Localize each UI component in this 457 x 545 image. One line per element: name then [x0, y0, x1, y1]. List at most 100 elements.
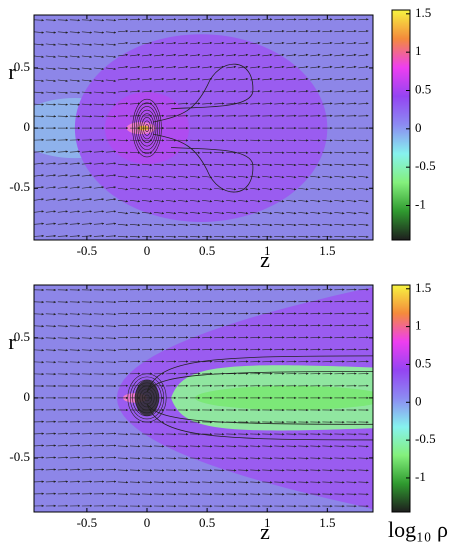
- velocity-arrow: [57, 150, 69, 153]
- velocity-arrow: [45, 55, 56, 59]
- velocity-arrow: [334, 187, 345, 191]
- velocity-arrow: [214, 175, 225, 179]
- velocity-arrow: [129, 77, 141, 81]
- colorbar-tick-label: 0: [415, 393, 422, 408]
- y-axis-label: r: [8, 329, 16, 354]
- velocity-arrow: [69, 186, 81, 189]
- velocity-arrow: [178, 199, 189, 203]
- velocity-arrow: [57, 234, 69, 238]
- velocity-arrow: [45, 222, 57, 225]
- velocity-arrow: [45, 210, 57, 213]
- velocity-arrow: [129, 90, 141, 93]
- velocity-arrow: [34, 162, 45, 165]
- velocity-arrow: [166, 29, 177, 33]
- velocity-arrow: [117, 211, 129, 215]
- velocity-arrow: [274, 41, 285, 45]
- velocity-arrow: [190, 65, 201, 69]
- contour: [146, 403, 373, 425]
- velocity-arrow: [226, 90, 237, 93]
- velocity-arrow: [310, 18, 321, 21]
- velocity-arrow: [153, 77, 165, 81]
- velocity-arrow: [226, 151, 237, 154]
- velocity-arrow: [178, 223, 189, 227]
- velocity-arrow: [226, 77, 237, 81]
- velocity-arrow: [166, 199, 177, 203]
- velocity-arrow: [34, 43, 44, 46]
- velocity-arrow: [310, 211, 321, 215]
- velocity-arrow: [262, 223, 273, 227]
- velocity-arrow: [34, 150, 45, 153]
- velocity-arrow: [178, 163, 189, 167]
- velocity-arrow: [141, 29, 153, 33]
- velocity-arrow: [81, 67, 93, 71]
- velocity-arrow: [117, 77, 129, 81]
- velocity-arrow: [166, 65, 177, 69]
- velocity-arrow: [153, 175, 165, 179]
- velocity-arrow: [153, 223, 165, 227]
- velocity-arrow: [358, 163, 369, 167]
- velocity-arrow: [166, 102, 177, 105]
- velocity-arrow: [358, 223, 369, 227]
- velocity-arrow: [358, 235, 369, 239]
- velocity-arrow: [358, 211, 369, 215]
- velocity-arrow: [346, 223, 357, 227]
- y-tick-label: 0.5: [14, 59, 30, 74]
- velocity-arrow: [334, 199, 345, 203]
- velocity-arrow: [117, 151, 129, 154]
- velocity-arrow: [34, 91, 45, 94]
- x-tick-label: 1.5: [319, 515, 335, 530]
- velocity-arrow: [334, 41, 345, 45]
- velocity-arrow: [105, 222, 117, 225]
- velocity-arrow: [310, 53, 321, 57]
- colorbar-tick-label: 1.5: [415, 280, 431, 295]
- velocity-arrow: [346, 65, 357, 69]
- velocity-arrow: [81, 31, 93, 34]
- velocity-arrow: [34, 19, 45, 22]
- colorbar-tick-label: -1: [415, 196, 426, 211]
- velocity-arrow: [226, 211, 237, 215]
- velocity-arrow: [141, 41, 153, 45]
- dense-region: [74, 34, 328, 222]
- velocity-arrow: [202, 77, 213, 81]
- velocity-arrow: [178, 53, 189, 57]
- velocity-arrow: [45, 150, 57, 153]
- velocity-arrow: [34, 31, 45, 34]
- velocity-arrow: [202, 90, 213, 93]
- velocity-arrow: [322, 29, 333, 33]
- velocity-arrow: [250, 41, 261, 45]
- velocity-arrow: [322, 211, 333, 215]
- velocity-arrow: [34, 103, 45, 106]
- velocity-arrow: [262, 102, 273, 105]
- velocity-arrow: [250, 235, 261, 239]
- velocity-arrow: [298, 65, 309, 69]
- velocity-arrow: [238, 151, 249, 154]
- velocity-arrow: [105, 186, 117, 189]
- velocity-arrow: [322, 187, 333, 191]
- velocity-arrow: [214, 223, 225, 227]
- velocity-arrow: [93, 91, 105, 94]
- velocity-arrow: [69, 19, 81, 22]
- velocity-arrow: [298, 41, 309, 45]
- velocity-arrow: [57, 79, 69, 83]
- velocity-arrow: [34, 198, 44, 201]
- velocity-arrow: [190, 53, 201, 57]
- velocity-arrow: [166, 41, 177, 45]
- velocity-arrow: [129, 18, 141, 21]
- velocity-arrow: [346, 235, 357, 239]
- velocity-arrow: [310, 90, 321, 93]
- velocity-arrow: [117, 53, 129, 57]
- velocity-arrow: [202, 211, 213, 215]
- velocity-arrow: [334, 29, 345, 33]
- colorbar-tick-label: 0.5: [415, 355, 431, 370]
- velocity-arrow: [214, 163, 225, 167]
- velocity-arrow: [129, 41, 141, 45]
- velocity-arrow: [178, 235, 189, 239]
- velocity-arrow: [322, 199, 333, 203]
- velocity-arrow: [226, 223, 237, 227]
- velocity-arrow: [93, 222, 105, 225]
- colorbar-tick-label: -1: [415, 469, 426, 484]
- heatmap-field: [34, 15, 373, 240]
- velocity-arrow: [238, 90, 249, 93]
- velocity-arrow: [238, 199, 249, 203]
- velocity-arrow: [190, 163, 201, 167]
